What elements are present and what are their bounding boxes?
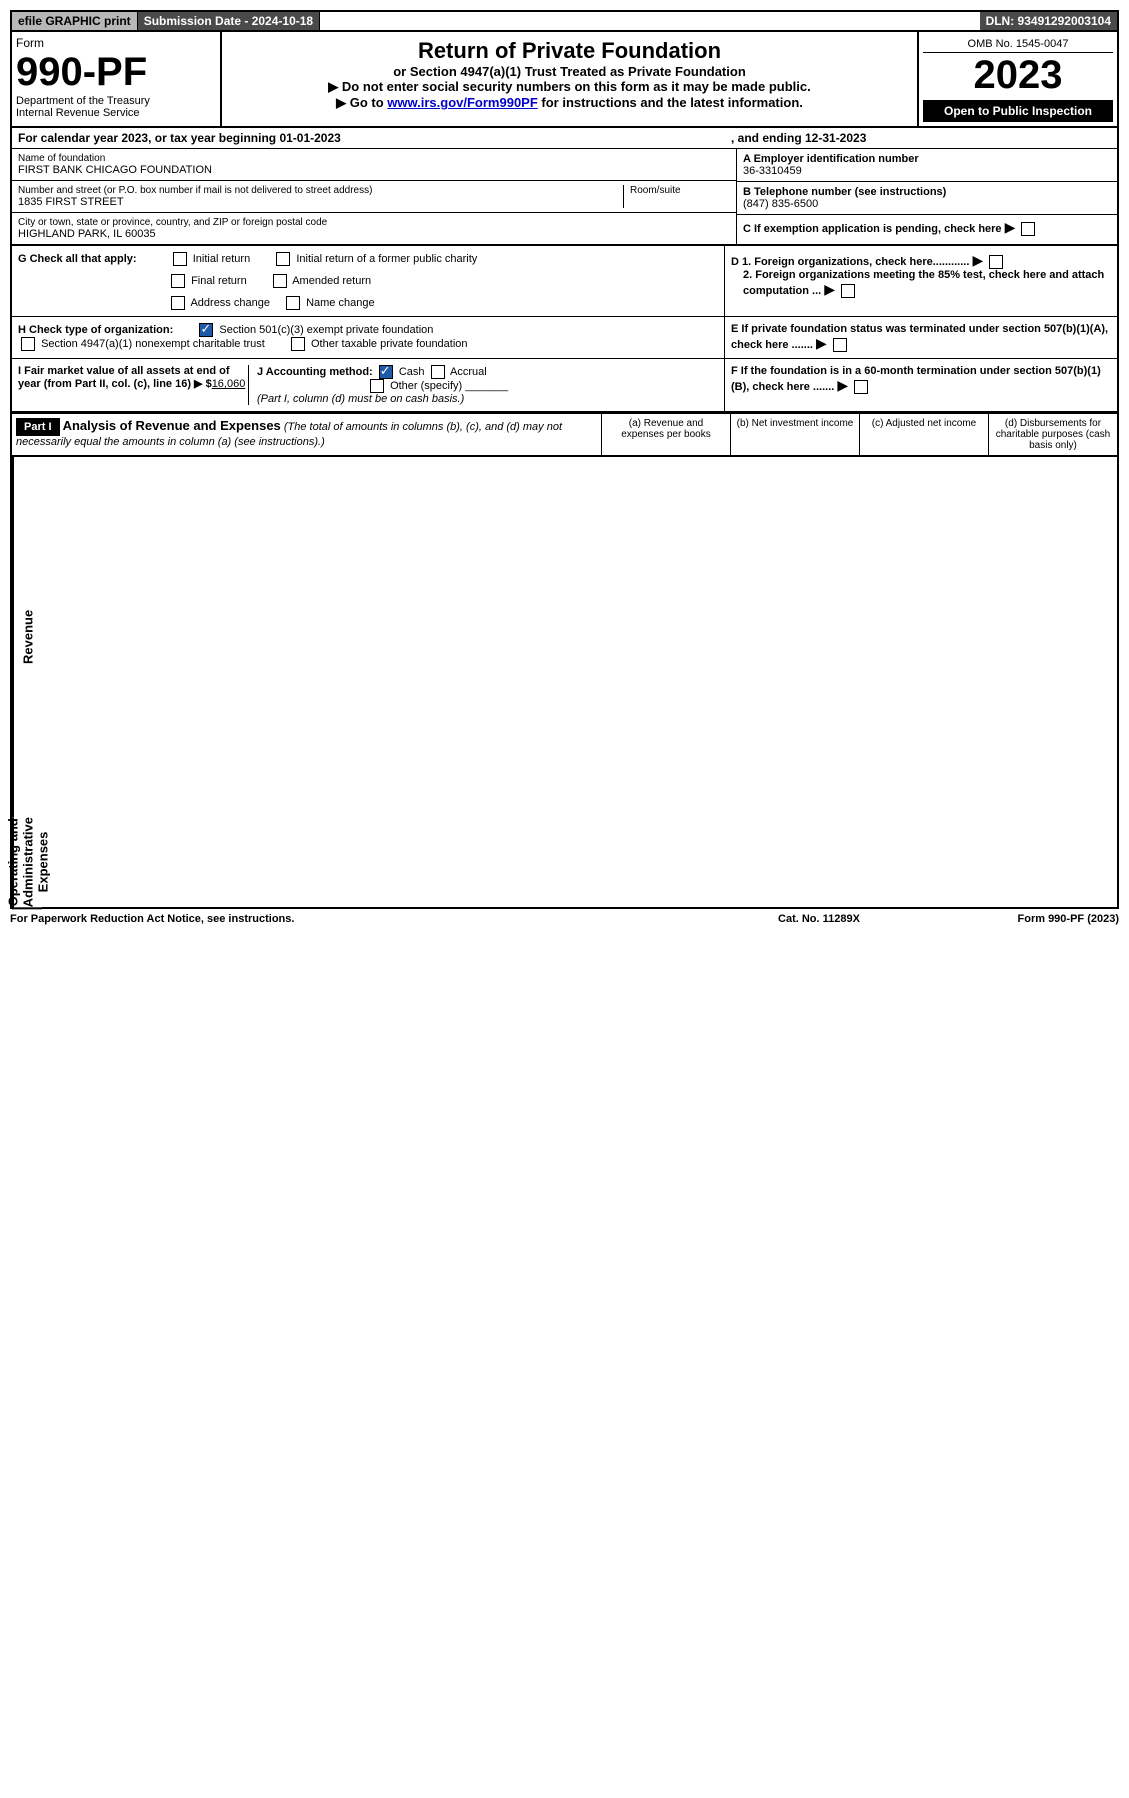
part1-title: Analysis of Revenue and Expenses: [63, 418, 281, 433]
part1-header-row: Part I Analysis of Revenue and Expenses …: [10, 413, 1119, 457]
efile-label: efile GRAPHIC print: [12, 12, 138, 30]
f-label: F If the foundation is in a 60-month ter…: [731, 365, 1101, 393]
d2-label: 2. Foreign organizations meeting the 85%…: [743, 269, 1104, 297]
submission-date: Submission Date - 2024-10-18: [138, 12, 320, 30]
section-h: H Check type of organization: Section 50…: [10, 317, 1119, 359]
footer: For Paperwork Reduction Act Notice, see …: [10, 909, 1119, 929]
col-b-header: (b) Net investment income: [730, 414, 859, 455]
ein-label: A Employer identification number: [743, 153, 1111, 165]
col-a-header: (a) Revenue and expenses per books: [601, 414, 730, 455]
exemption-checkbox[interactable]: [1021, 222, 1035, 236]
h-label: H Check type of organization:: [18, 324, 173, 336]
form-subtitle-2: ▶ Do not enter social security numbers o…: [228, 79, 911, 95]
name-label: Name of foundation: [18, 153, 730, 164]
dept-label: Department of the Treasury: [16, 95, 216, 107]
room-label: Room/suite: [630, 185, 730, 196]
i-label: I Fair market value of all assets at end…: [18, 365, 230, 390]
open-public-label: Open to Public Inspection: [923, 100, 1113, 122]
expenses-side-label: Operating and Administrative Expenses: [12, 817, 42, 909]
addr-label: Number and street (or P.O. box number if…: [18, 185, 623, 196]
j-label: J Accounting method:: [257, 366, 373, 378]
phone-label: B Telephone number (see instructions): [743, 186, 1111, 198]
phone-value: (847) 835-6500: [743, 198, 1111, 210]
section-i-j: I Fair market value of all assets at end…: [10, 359, 1119, 413]
section-g-h: G Check all that apply: Initial return I…: [10, 246, 1119, 317]
irs-link[interactable]: www.irs.gov/Form990PF: [387, 95, 538, 110]
street-address: 1835 FIRST STREET: [18, 196, 623, 208]
footer-right: Form 990-PF (2023): [919, 913, 1119, 925]
form-subtitle-1: or Section 4947(a)(1) Trust Treated as P…: [228, 64, 911, 79]
form-header: Form 990-PF Department of the Treasury I…: [10, 32, 1119, 128]
part1-label: Part I: [16, 418, 60, 436]
form-subtitle-3: ▶ Go to www.irs.gov/Form990PF for instru…: [228, 95, 911, 111]
g-label: G Check all that apply:: [18, 253, 137, 265]
col-d-header: (d) Disbursements for charitable purpose…: [988, 414, 1117, 455]
foundation-name: FIRST BANK CHICAGO FOUNDATION: [18, 164, 730, 176]
ein-value: 36-3310459: [743, 165, 1111, 177]
form-title: Return of Private Foundation: [228, 38, 911, 64]
col-c-header: (c) Adjusted net income: [859, 414, 988, 455]
part1-body: Revenue Operating and Administrative Exp…: [10, 457, 1119, 909]
form-label: Form: [16, 36, 216, 50]
revenue-side-label: Revenue: [12, 457, 42, 817]
omb-number: OMB No. 1545-0047: [923, 36, 1113, 53]
calendar-year-row: For calendar year 2023, or tax year begi…: [10, 128, 1119, 149]
d1-label: D 1. Foreign organizations, check here..…: [731, 256, 969, 268]
tax-year: 2023: [923, 53, 1113, 98]
top-bar: efile GRAPHIC print Submission Date - 20…: [10, 10, 1119, 32]
form-number: 990-PF: [16, 50, 216, 95]
city-state-zip: HIGHLAND PARK, IL 60035: [18, 228, 730, 240]
exemption-label: C If exemption application is pending, c…: [743, 223, 1002, 235]
footer-left: For Paperwork Reduction Act Notice, see …: [10, 913, 719, 925]
e-label: E If private foundation status was termi…: [731, 323, 1108, 351]
irs-label: Internal Revenue Service: [16, 107, 216, 119]
dln: DLN: 93491292003104: [980, 12, 1117, 30]
footer-mid: Cat. No. 11289X: [719, 913, 919, 925]
identification-section: Name of foundation FIRST BANK CHICAGO FO…: [10, 149, 1119, 246]
city-label: City or town, state or province, country…: [18, 217, 730, 228]
fmv-value: 16,060: [212, 378, 246, 390]
